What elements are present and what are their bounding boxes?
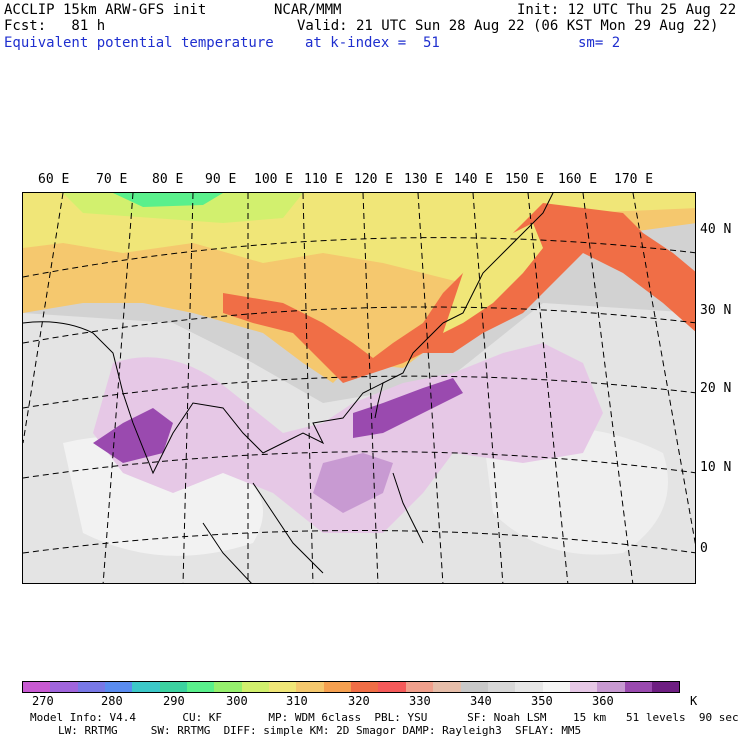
field-name: Equivalent potential temperature — [4, 35, 274, 51]
lat-label: 10 N — [700, 460, 732, 475]
init-time: Init: 12 UTC Thu 25 Aug 22 — [517, 2, 737, 18]
colorbar-segment — [50, 682, 78, 692]
colorbar-tick: 330 — [409, 694, 431, 708]
lon-label: 90 E — [205, 172, 237, 187]
colorbar-segment — [187, 682, 215, 692]
colorbar-segment — [624, 682, 652, 692]
colorbar-tick: 270 — [32, 694, 54, 708]
forecast-hour: Fcst: 81 h — [4, 18, 106, 34]
colorbar-segment — [487, 682, 516, 692]
colorbar-segment — [323, 682, 352, 692]
colorbar-tick: 340 — [470, 694, 492, 708]
colorbar-tick: 360 — [592, 694, 614, 708]
theta-e-field — [23, 193, 695, 583]
model-title: ACCLIP 15km ARW-GFS init — [4, 2, 207, 18]
colorbar-segment — [351, 682, 379, 692]
colorbar-segment — [542, 682, 570, 692]
lon-label: 140 E — [454, 172, 494, 187]
colorbar-tick: 350 — [531, 694, 553, 708]
colorbar-segment — [405, 682, 434, 692]
lon-label: 170 E — [614, 172, 654, 187]
colorbar-segment — [105, 682, 133, 692]
lon-label: 120 E — [354, 172, 394, 187]
colorbar-segment — [159, 682, 188, 692]
lon-label: 70 E — [96, 172, 128, 187]
colorbar-tick: 310 — [286, 694, 308, 708]
lon-label: 160 E — [558, 172, 598, 187]
valid-time: Valid: 21 UTC Sun 28 Aug 22 (06 KST Mon … — [297, 18, 719, 34]
colorbar-segment — [269, 682, 297, 692]
lon-label: 80 E — [152, 172, 184, 187]
colorbar-segment — [296, 682, 324, 692]
colorbar-segment — [651, 682, 680, 692]
colorbar-segment — [241, 682, 270, 692]
colorbar-unit: K — [690, 694, 698, 708]
lat-label: 0 — [700, 541, 708, 556]
colorbar-segment — [77, 682, 106, 692]
colorbar-tick: 280 — [101, 694, 123, 708]
colorbar-segment — [515, 682, 543, 692]
colorbar — [22, 681, 681, 693]
model-info: Model Info: V4.4 CU: KF MP: WDM 6class P… — [30, 711, 739, 724]
colorbar-tick: 320 — [348, 694, 370, 708]
physics-info: LW: RRTMG SW: RRTMG DIFF: simple KM: 2D … — [58, 724, 582, 737]
colorbar-segment — [569, 682, 598, 692]
colorbar-segment — [23, 682, 51, 692]
colorbar-tick: 300 — [226, 694, 248, 708]
smoothing-label: sm= 2 — [578, 35, 621, 51]
lon-label: 60 E — [38, 172, 70, 187]
lon-label: 110 E — [304, 172, 344, 187]
colorbar-segment — [378, 682, 406, 692]
colorbar-segment — [597, 682, 625, 692]
colorbar-segment — [214, 682, 242, 692]
lon-label: 150 E — [505, 172, 545, 187]
level-label: at k-index = 51 — [305, 35, 440, 51]
lat-label: 40 N — [700, 222, 732, 237]
org-label: NCAR/MMM — [274, 2, 342, 18]
colorbar-segment — [132, 682, 160, 692]
colorbar-segment — [460, 682, 488, 692]
colorbar-tick: 290 — [163, 694, 185, 708]
map-panel — [22, 192, 696, 584]
lon-label: 100 E — [254, 172, 294, 187]
colorbar-segment — [433, 682, 461, 692]
lon-label: 130 E — [404, 172, 444, 187]
lat-label: 20 N — [700, 381, 732, 396]
lat-label: 30 N — [700, 303, 732, 318]
